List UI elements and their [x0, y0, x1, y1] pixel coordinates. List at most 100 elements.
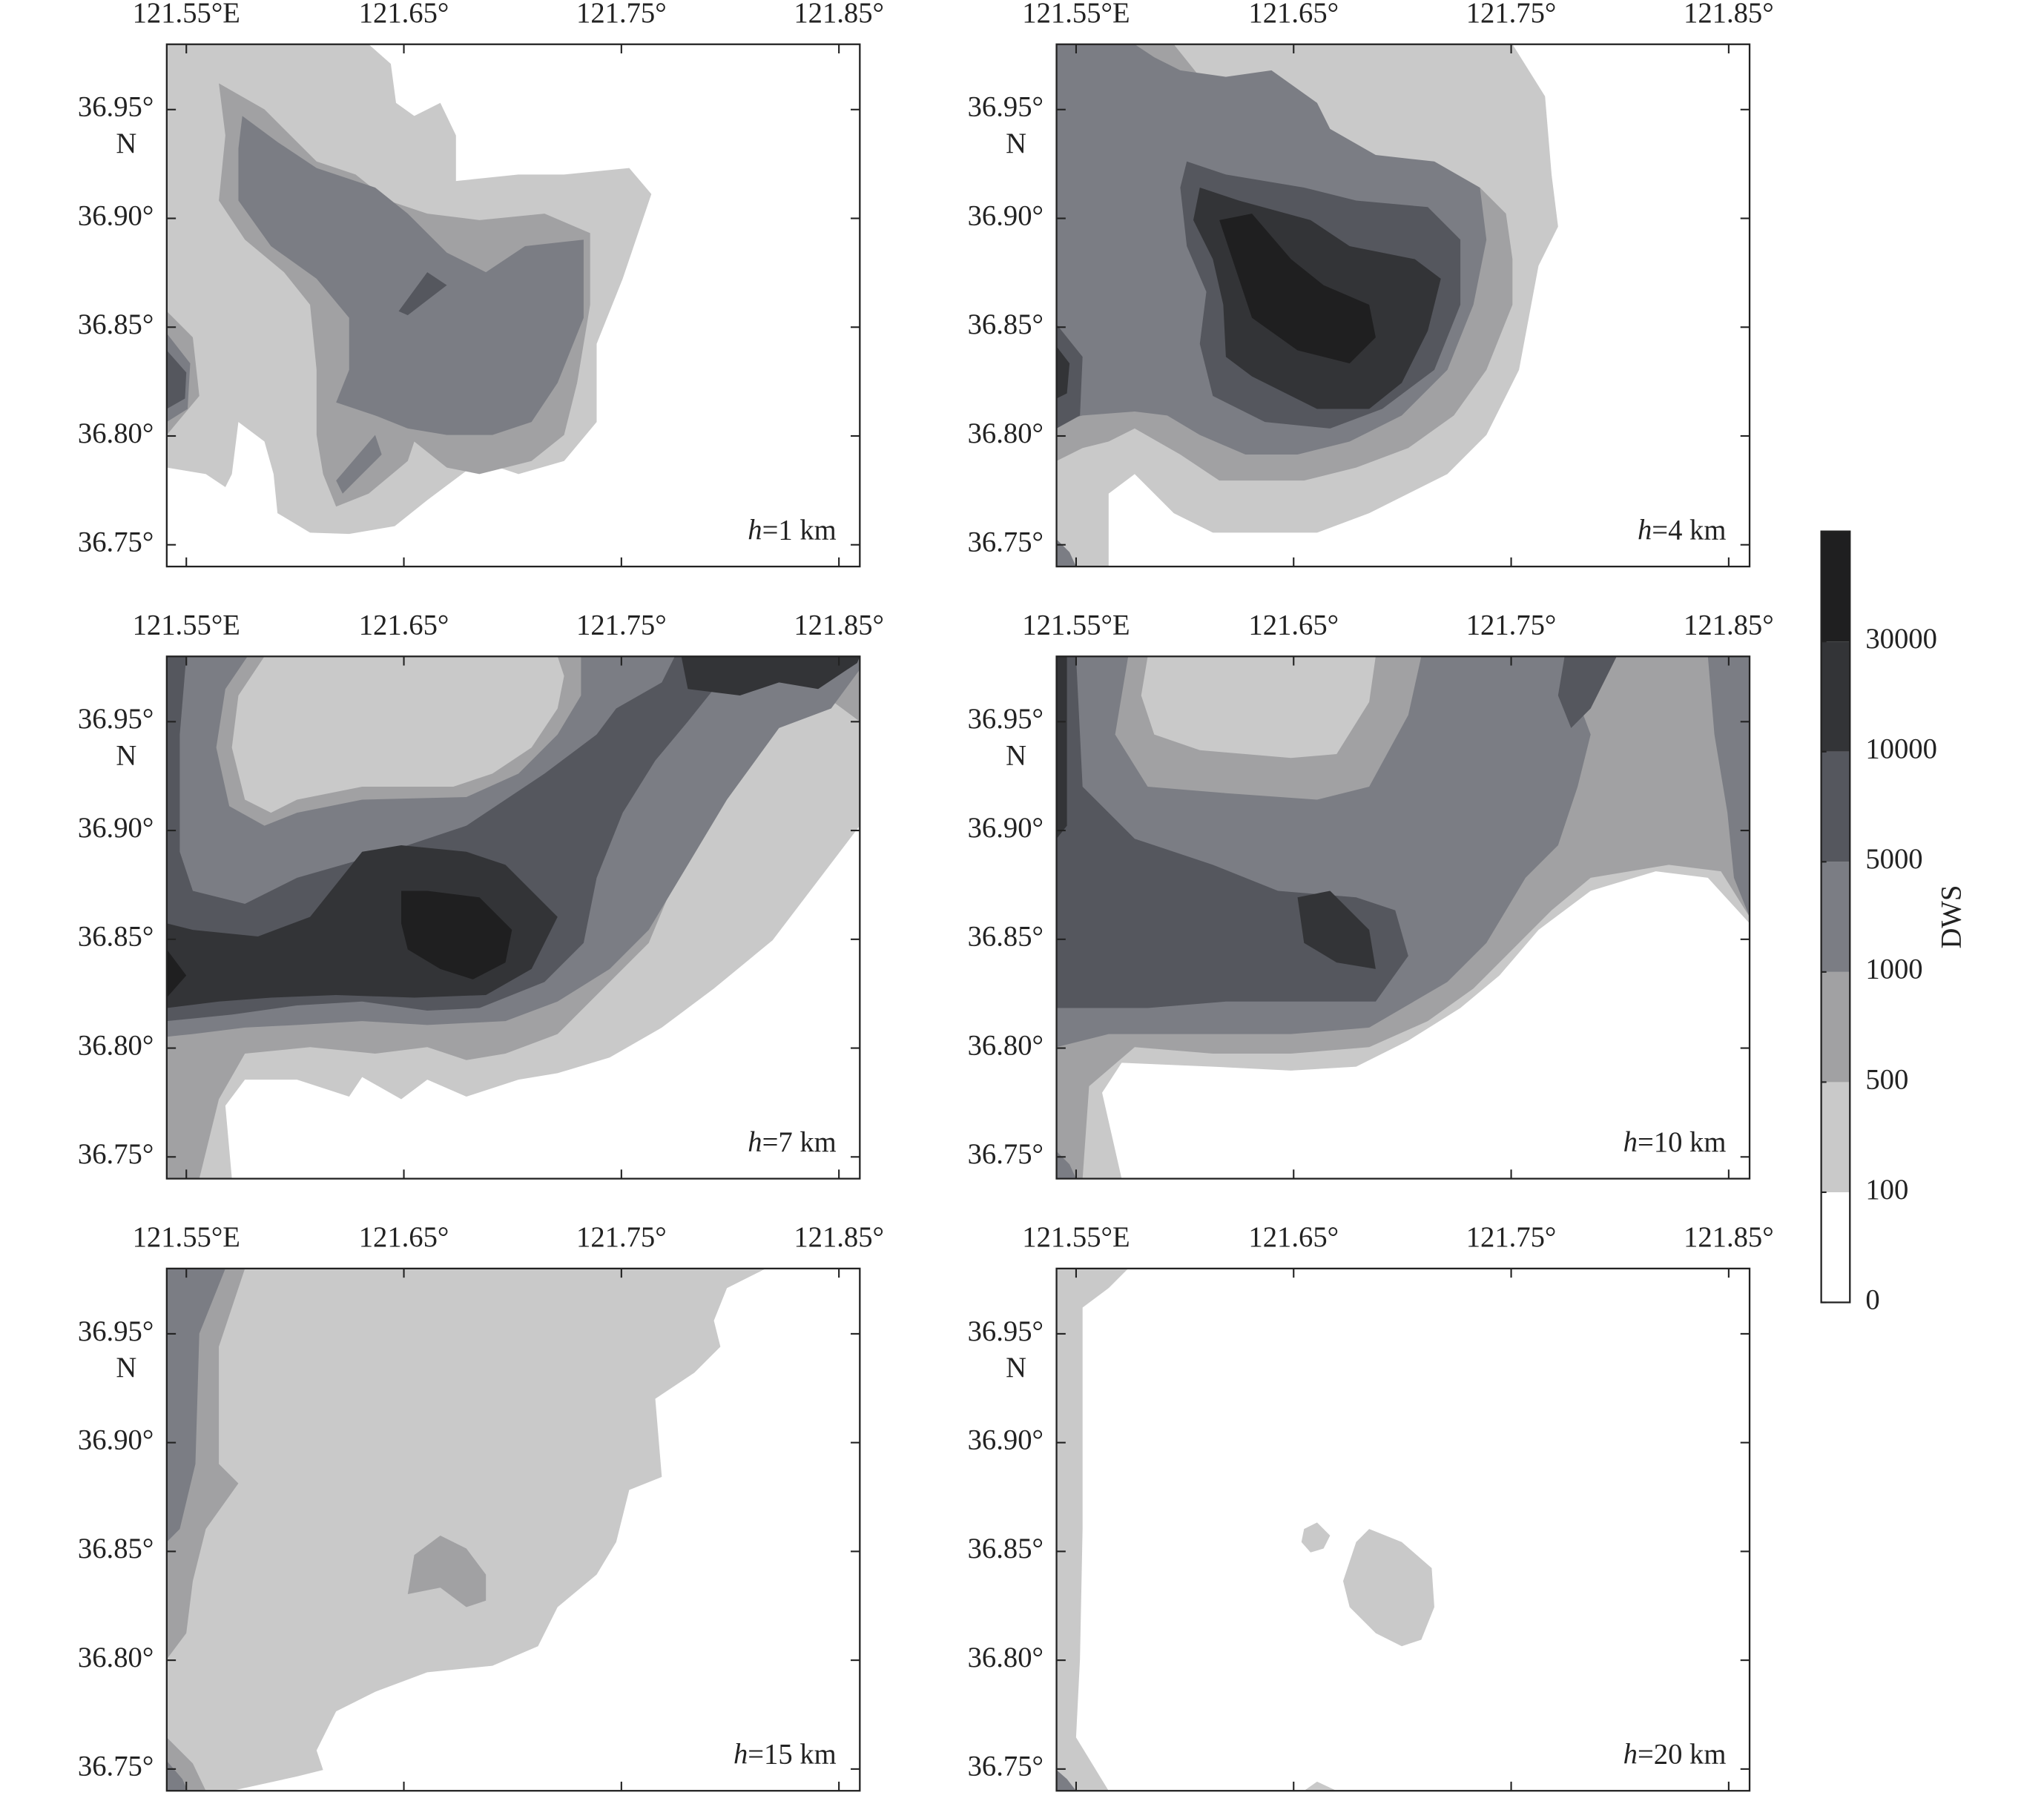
contour-region [1056, 1151, 1076, 1179]
contour-region [1056, 1770, 1076, 1791]
y-tick-label: 36.95° [968, 704, 1044, 735]
panel-height: =20 km [1638, 1739, 1726, 1770]
colorbar-tick-label: 1000 [1865, 954, 1922, 985]
contour-region [166, 1268, 766, 1791]
map-panel [166, 1268, 766, 1791]
y-tick-label: 36.90° [968, 813, 1044, 844]
y-axis-suffix: N [1006, 128, 1026, 159]
y-tick-label: 36.75° [78, 1751, 154, 1782]
x-tick-label: 121.65° [1248, 1222, 1339, 1253]
y-tick-label: 36.90° [968, 200, 1044, 231]
panel-height: =4 km [1652, 515, 1726, 546]
colorbar-band [1821, 751, 1850, 862]
y-tick-label: 36.90° [968, 1425, 1044, 1456]
x-tick-label: 121.65° [359, 610, 449, 641]
y-tick-label: 36.80° [78, 1642, 154, 1673]
x-tick-label: 121.85° [794, 610, 884, 641]
x-tick-label: 121.75° [1466, 0, 1557, 29]
y-tick-label: 36.95° [78, 1316, 154, 1347]
y-tick-label: 36.95° [78, 704, 154, 735]
x-tick-label: 121.55°E [133, 0, 240, 29]
y-tick-label: 36.85° [78, 1533, 154, 1564]
y-tick-label: 36.90° [78, 1425, 154, 1456]
panel-label: h=4 km [1638, 515, 1726, 546]
panel-variable: h [1623, 1127, 1638, 1158]
x-tick-label: 121.75° [576, 1222, 667, 1253]
contour-region [401, 890, 512, 979]
y-tick-label: 36.95° [968, 92, 1044, 123]
y-tick-label: 36.75° [968, 1751, 1044, 1782]
x-tick-label: 121.85° [794, 0, 884, 29]
x-tick-label: 121.85° [1684, 610, 1774, 641]
panel-height: =1 km [762, 515, 837, 546]
contour-region [398, 272, 447, 316]
colorbar-tick-label: 10000 [1865, 734, 1937, 765]
panel-label: h=7 km [748, 1127, 836, 1158]
x-tick-label: 121.55°E [1022, 610, 1130, 641]
x-tick-label: 121.65° [1248, 610, 1339, 641]
panel-label: h=10 km [1623, 1127, 1727, 1158]
contour-region [166, 1268, 225, 1542]
panel-variable: h [733, 1739, 748, 1770]
panel-label: h=15 km [733, 1739, 837, 1770]
contour-region [166, 350, 187, 409]
map-frame [165, 1267, 861, 1792]
y-tick-label: 36.85° [968, 922, 1044, 953]
map-frame [1055, 655, 1751, 1180]
contour-region [1304, 1781, 1337, 1791]
y-axis-suffix: N [116, 1352, 136, 1384]
x-tick-label: 121.75° [576, 0, 667, 29]
y-axis-suffix: N [116, 740, 136, 771]
x-tick-label: 121.85° [794, 1222, 884, 1253]
x-tick-label: 121.85° [1684, 0, 1774, 29]
y-tick-label: 36.85° [78, 922, 154, 953]
contour-region [1056, 346, 1070, 399]
y-tick-label: 36.75° [78, 1139, 154, 1170]
x-tick-label: 121.75° [576, 610, 667, 641]
y-tick-label: 36.85° [968, 309, 1044, 340]
y-tick-label: 36.80° [968, 418, 1044, 449]
map-panel [1056, 656, 1750, 1179]
contour-region [1056, 539, 1076, 567]
y-tick-label: 36.95° [78, 92, 154, 123]
y-tick-label: 36.95° [968, 1316, 1044, 1347]
y-axis-suffix: N [1006, 1352, 1026, 1384]
panel-height: =10 km [1638, 1127, 1726, 1158]
y-tick-label: 36.85° [968, 1533, 1044, 1564]
panel-variable: h [1623, 1739, 1638, 1770]
y-tick-label: 36.75° [968, 1139, 1044, 1170]
contour-region [681, 656, 860, 695]
contour-region [1707, 656, 1750, 917]
x-tick-label: 121.75° [1466, 610, 1557, 641]
contour-region [1557, 656, 1617, 728]
contour-region [166, 949, 187, 998]
panel-variable: h [1638, 515, 1652, 546]
x-tick-label: 121.55°E [133, 610, 240, 641]
contour-region [1301, 1522, 1331, 1553]
colorbar-band [1821, 971, 1850, 1083]
map-frame [165, 43, 861, 568]
map-frame [165, 655, 861, 1180]
map-frame [1055, 1267, 1751, 1792]
colorbar-tick-label: 5000 [1865, 844, 1922, 875]
y-tick-label: 36.75° [78, 527, 154, 558]
panel-variable: h [748, 1127, 762, 1158]
colorbar-band [1821, 641, 1850, 752]
x-tick-label: 121.85° [1684, 1222, 1774, 1253]
y-axis-suffix: N [1006, 740, 1026, 771]
map-panel [1056, 1268, 1434, 1791]
y-tick-label: 36.80° [78, 1030, 154, 1061]
map-panel [166, 44, 652, 535]
x-tick-label: 121.65° [359, 1222, 449, 1253]
colorbar-tick-label: 0 [1865, 1284, 1879, 1315]
panel-variable: h [748, 515, 762, 546]
map-panel [166, 656, 860, 1179]
x-tick-label: 121.65° [1248, 0, 1339, 29]
colorbar-label: DWS [1936, 885, 1968, 949]
contour-region [1141, 656, 1376, 759]
y-axis-suffix: N [116, 128, 136, 159]
x-tick-label: 121.55°E [1022, 1222, 1130, 1253]
x-tick-label: 121.55°E [133, 1222, 240, 1253]
